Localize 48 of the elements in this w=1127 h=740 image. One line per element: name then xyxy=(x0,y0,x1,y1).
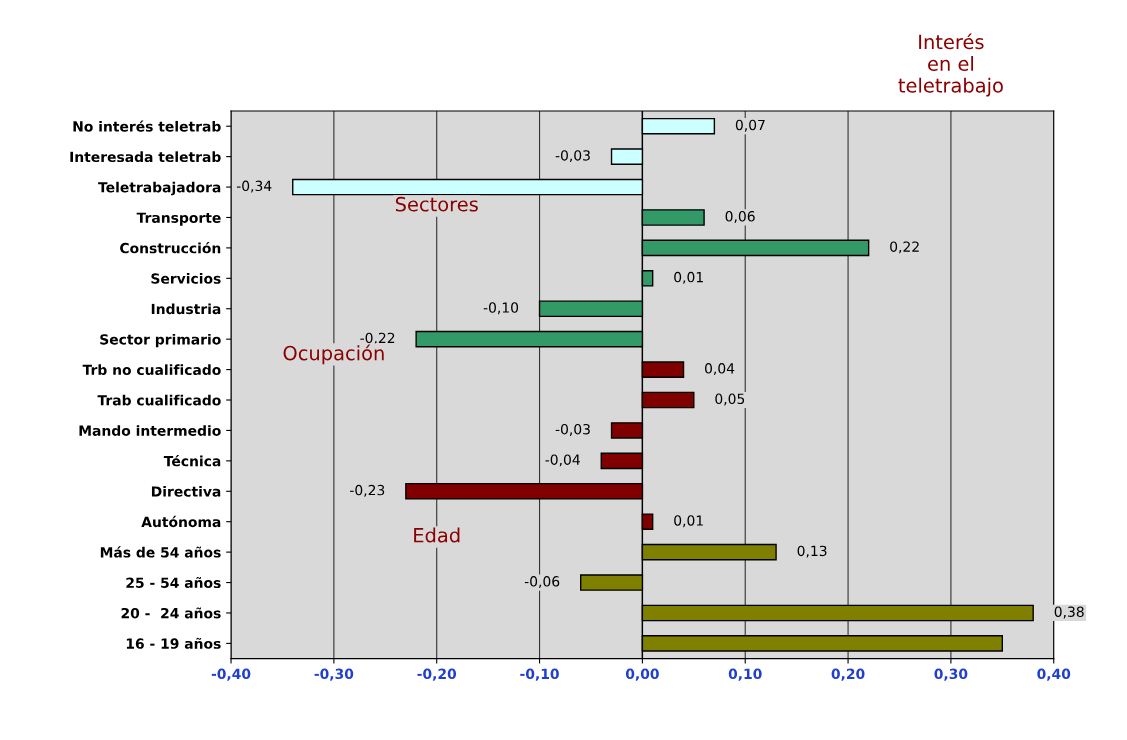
x-tick-label: 0,20 xyxy=(831,668,865,681)
x-tick-label: 0,30 xyxy=(934,668,968,681)
data-label: 0,07 xyxy=(735,119,765,132)
data-label: -0,03 xyxy=(555,150,590,163)
data-label: -0,06 xyxy=(524,576,560,588)
y-tick-label: Interesada teletrab xyxy=(70,151,221,163)
text: Interés en el teletrabajo xyxy=(898,33,1003,97)
x-tick-label: -0,20 xyxy=(417,668,457,681)
y-tick-label: Trb no cualificado xyxy=(82,364,221,376)
data-label: -0,03 xyxy=(555,423,590,436)
data-label: 0,06 xyxy=(725,211,755,223)
data-label: 0,13 xyxy=(797,545,827,558)
x-tick-label: -0,10 xyxy=(520,668,559,681)
data-label: 0,22 xyxy=(890,241,919,254)
y-tick-label: 25 - 54 años xyxy=(126,577,221,589)
data-label: -0,10 xyxy=(483,302,519,315)
y-tick-label: Autónoma xyxy=(141,515,221,528)
y-tick-label: Trab cualificado xyxy=(97,394,221,406)
data-label: 0,04 xyxy=(705,363,735,376)
y-tick-label: Teletrabajadora xyxy=(98,181,221,196)
data-label: 0,05 xyxy=(715,393,745,406)
y-tick-label: Más de 54 años xyxy=(100,546,221,558)
x-tick-label: 0,10 xyxy=(728,668,762,681)
x-tick-label: 0,00 xyxy=(625,668,659,681)
y-tick-label: Transporte xyxy=(136,212,221,226)
annotation: Edad xyxy=(414,527,460,543)
y-tick-label: 16 - 19 años xyxy=(126,637,221,649)
y-tick-label: Servicios xyxy=(151,273,221,284)
y-tick-label: 20 - 24 años xyxy=(121,607,221,619)
data-label: -0,22 xyxy=(360,332,395,345)
y-tick-label: Sector primario xyxy=(100,333,221,348)
annotation: Ocupación xyxy=(283,344,384,365)
y-tick-label: Mando intermedio xyxy=(79,425,221,436)
x-tick-label: -0,40 xyxy=(211,668,251,681)
data-label: -0,34 xyxy=(236,180,272,193)
data-label: -0,04 xyxy=(545,454,580,467)
data-label: 0,01 xyxy=(674,271,703,284)
data-label: 0,38 xyxy=(1054,606,1084,619)
y-tick-label: No interés teletrab xyxy=(73,120,221,132)
y-tick-label: Industria xyxy=(151,303,221,315)
data-label: -0,23 xyxy=(350,484,385,497)
data-label: 0,01 xyxy=(674,515,703,528)
annotation: Sectores xyxy=(395,196,478,212)
y-tick-label: Construcción xyxy=(120,242,221,254)
x-tick-label: 0,40 xyxy=(1037,668,1071,681)
y-tick-label: Técnica xyxy=(163,455,221,467)
x-tick-label: -0,30 xyxy=(314,668,354,681)
y-tick-label: Directiva xyxy=(151,486,221,497)
